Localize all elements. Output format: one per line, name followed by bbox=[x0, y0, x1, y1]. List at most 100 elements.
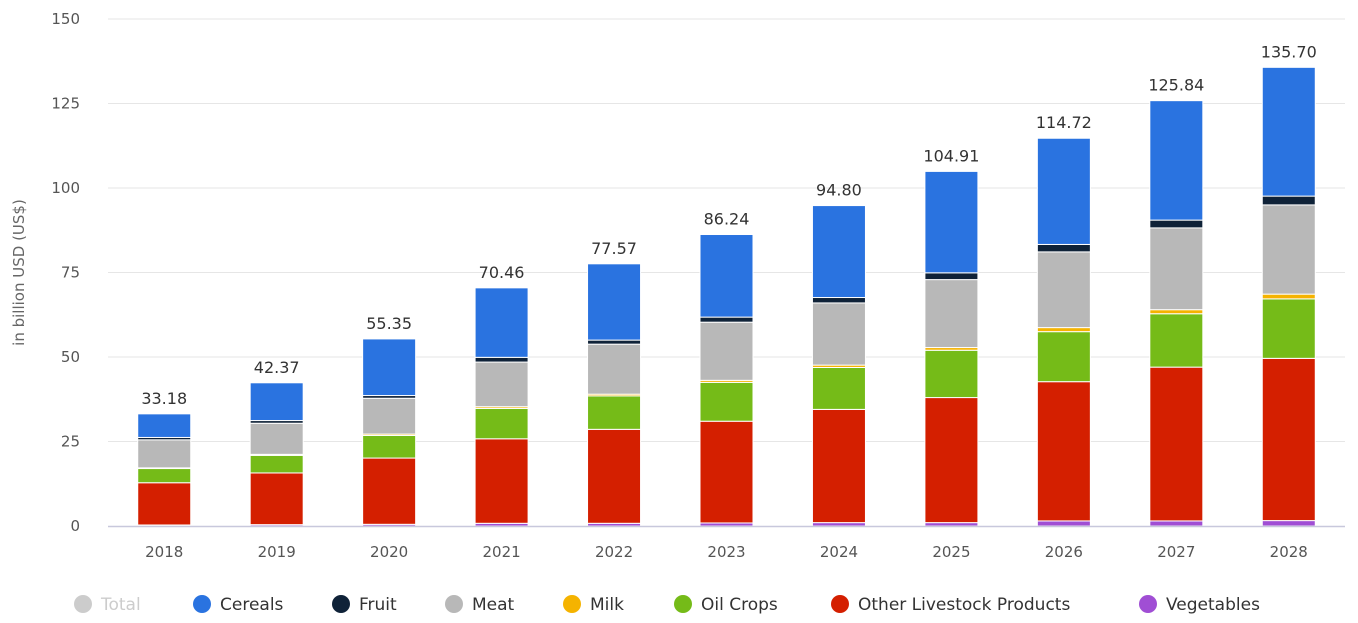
bar-segment-vegetables[interactable] bbox=[1036, 520, 1091, 527]
bar-segment-fruit[interactable] bbox=[474, 356, 529, 363]
y-tick-label: 25 bbox=[61, 433, 80, 451]
bar-segment-cereals[interactable] bbox=[1149, 100, 1204, 221]
bar-segment-meat[interactable] bbox=[362, 397, 417, 435]
x-tick-label: 2018 bbox=[145, 543, 183, 561]
bar-segment-cereals[interactable] bbox=[362, 338, 417, 397]
bar-segment-cereals[interactable] bbox=[1261, 66, 1316, 197]
bar-segment-oil-crops[interactable] bbox=[587, 395, 642, 430]
y-tick-label: 50 bbox=[61, 348, 80, 366]
bar-segment-milk[interactable] bbox=[1261, 293, 1316, 300]
bar-segment-vegetables[interactable] bbox=[924, 522, 979, 527]
legend-item-fruit[interactable]: Fruit bbox=[332, 595, 397, 615]
bar-segment-oil-crops[interactable] bbox=[1149, 313, 1204, 368]
bar-segment-meat[interactable] bbox=[699, 321, 754, 381]
legend-item-cereals[interactable]: Cereals bbox=[193, 595, 284, 615]
y-tick-label: 125 bbox=[51, 95, 80, 113]
total-data-label: 114.72 bbox=[1036, 113, 1092, 132]
bar-segment-oil-crops[interactable] bbox=[249, 454, 304, 474]
legend-marker bbox=[563, 595, 581, 613]
bar-segment-meat[interactable] bbox=[249, 422, 304, 455]
bar-segment-oil-crops[interactable] bbox=[811, 366, 866, 410]
legend-marker bbox=[332, 595, 350, 613]
bar-segment-meat[interactable] bbox=[1261, 204, 1316, 295]
bar-segment-other-livestock-products[interactable] bbox=[924, 397, 979, 524]
legend-label: Fruit bbox=[359, 595, 397, 615]
total-data-label: 86.24 bbox=[704, 210, 750, 229]
total-data-label: 125.84 bbox=[1148, 76, 1204, 95]
bar-segment-other-livestock-products[interactable] bbox=[811, 408, 866, 524]
bar-segment-fruit[interactable] bbox=[1036, 243, 1091, 253]
legend-marker bbox=[74, 595, 92, 613]
total-data-label: 42.37 bbox=[254, 358, 300, 377]
bar-segment-cereals[interactable] bbox=[1036, 137, 1091, 245]
bar-segment-other-livestock-products[interactable] bbox=[249, 472, 304, 526]
bar-segment-fruit[interactable] bbox=[699, 316, 754, 323]
bar-segment-fruit[interactable] bbox=[1261, 195, 1316, 206]
bar-segment-cereals[interactable] bbox=[249, 382, 304, 422]
legend-item-other-livestock-products[interactable]: Other Livestock Products bbox=[831, 595, 1070, 615]
legend-item-oil-crops[interactable]: Oil Crops bbox=[674, 595, 778, 615]
bar-segment-meat[interactable] bbox=[474, 361, 529, 408]
legend-marker bbox=[831, 595, 849, 613]
legend-label: Oil Crops bbox=[701, 595, 778, 615]
bar-segment-vegetables[interactable] bbox=[811, 522, 866, 527]
bar-segment-other-livestock-products[interactable] bbox=[1036, 381, 1091, 522]
legend-item-milk[interactable]: Milk bbox=[563, 595, 624, 615]
y-tick-label: 75 bbox=[61, 264, 80, 282]
bar-segment-oil-crops[interactable] bbox=[1261, 298, 1316, 359]
legend-label: Meat bbox=[472, 595, 515, 615]
x-tick-label: 2021 bbox=[482, 543, 520, 561]
x-tick-label: 2026 bbox=[1045, 543, 1083, 561]
legend-item-total[interactable]: Total bbox=[74, 595, 141, 615]
bar-segment-oil-crops[interactable] bbox=[1036, 331, 1091, 383]
total-data-label: 55.35 bbox=[366, 314, 412, 333]
bar-segment-oil-crops[interactable] bbox=[137, 468, 192, 484]
bar-segment-other-livestock-products[interactable] bbox=[362, 457, 417, 525]
bar-segment-meat[interactable] bbox=[811, 302, 866, 366]
bar-segment-oil-crops[interactable] bbox=[362, 434, 417, 459]
bar-segment-other-livestock-products[interactable] bbox=[587, 428, 642, 524]
bar-segment-cereals[interactable] bbox=[137, 413, 192, 438]
bar-segment-cereals[interactable] bbox=[811, 205, 866, 299]
legend-item-vegetables[interactable]: Vegetables bbox=[1139, 595, 1260, 615]
bar-segment-other-livestock-products[interactable] bbox=[1261, 357, 1316, 522]
total-labels: 33.18 42.37 55.35 70.46 77.57 86.24 94.80 104.9… bbox=[141, 42, 1316, 408]
legend-label: Other Livestock Products bbox=[858, 595, 1070, 615]
legend-item-meat[interactable]: Meat bbox=[445, 595, 515, 615]
legend: Total Cereals Fruit Meat Milk Oil Crops Other … bbox=[74, 595, 1260, 615]
bar-segment-fruit[interactable] bbox=[924, 272, 979, 281]
bar-segment-milk[interactable] bbox=[1149, 309, 1204, 315]
bar-segment-cereals[interactable] bbox=[474, 287, 529, 358]
bar-segment-meat[interactable] bbox=[924, 279, 979, 349]
bar-segment-meat[interactable] bbox=[1149, 227, 1204, 311]
bar-segment-oil-crops[interactable] bbox=[699, 381, 754, 422]
bar-segment-other-livestock-products[interactable] bbox=[1149, 366, 1204, 522]
y-axis-title: in billion USD (US$) bbox=[10, 199, 28, 346]
bar-segment-fruit[interactable] bbox=[1149, 219, 1204, 229]
bar-segment-other-livestock-products[interactable] bbox=[474, 438, 529, 524]
bar-segment-meat[interactable] bbox=[137, 439, 192, 469]
bar-segment-fruit[interactable] bbox=[587, 339, 642, 345]
bar-segment-cereals[interactable] bbox=[587, 263, 642, 341]
y-axis-ticks: 0 25 50 75 100 125 150 bbox=[51, 10, 80, 535]
bar-segment-fruit[interactable] bbox=[811, 297, 866, 304]
bar-segment-other-livestock-products[interactable] bbox=[699, 420, 754, 524]
bar-segment-meat[interactable] bbox=[1036, 251, 1091, 329]
bar-segment-cereals[interactable] bbox=[699, 234, 754, 318]
bar-segment-vegetables[interactable] bbox=[1261, 520, 1316, 527]
legend-label: Total bbox=[100, 595, 141, 615]
bar-segment-oil-crops[interactable] bbox=[924, 349, 979, 399]
x-tick-label: 2023 bbox=[707, 543, 745, 561]
bar-segment-vegetables[interactable] bbox=[1149, 520, 1204, 527]
bar-segment-other-livestock-products[interactable] bbox=[137, 482, 192, 526]
x-tick-label: 2024 bbox=[820, 543, 858, 561]
legend-label: Vegetables bbox=[1166, 595, 1260, 615]
x-tick-label: 2025 bbox=[932, 543, 970, 561]
total-data-label: 94.80 bbox=[816, 181, 862, 200]
bar-segment-oil-crops[interactable] bbox=[474, 407, 529, 440]
bar-segment-meat[interactable] bbox=[587, 343, 642, 395]
bar-segment-cereals[interactable] bbox=[924, 170, 979, 274]
bar-segment-milk[interactable] bbox=[1036, 327, 1091, 333]
